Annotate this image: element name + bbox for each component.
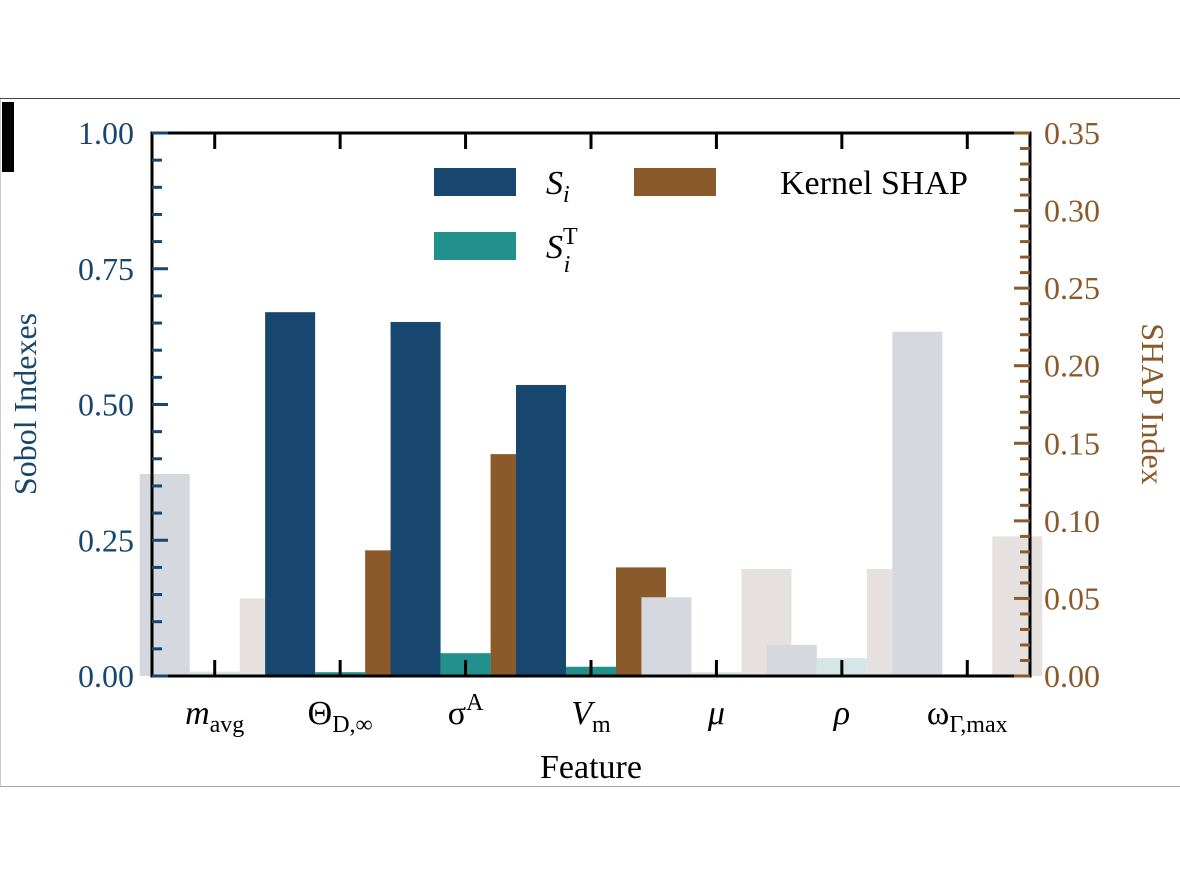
- bar-s-i-3: [516, 384, 566, 676]
- right-tick-label: 0.30: [1044, 193, 1100, 229]
- left-tick-label: 0.75: [78, 251, 134, 287]
- right-tick-label: 0.35: [1044, 115, 1100, 151]
- legend: Si ST i Kernel SHAP: [434, 165, 968, 278]
- black-marker: [2, 102, 14, 172]
- y-axis-title-left: Sobol Indexes: [7, 313, 43, 495]
- bar-s-i-5: [766, 645, 817, 676]
- left-tick-label: 1.00: [78, 115, 134, 151]
- left-tick-label: 0.25: [78, 522, 134, 558]
- x-tick-label: σA: [448, 690, 484, 732]
- legend-swatch-0: [434, 168, 516, 196]
- ticks-group: 0.00 0.25 0.50 0.75 1.00 0.00 0.05 0.10 0.15 0.20…: [78, 115, 1100, 694]
- x-tick-label: ρ: [833, 695, 850, 732]
- bar-s-i-4: [641, 597, 692, 676]
- bar-s-i-6: [892, 331, 943, 676]
- frame-bottom-border: [0, 786, 1180, 787]
- right-tick-label: 0.00: [1044, 658, 1100, 694]
- legend-label-2: Kernel SHAP: [780, 165, 968, 202]
- x-tick-label: Vm: [571, 695, 611, 738]
- bar-s-i-1: [265, 312, 316, 676]
- right-tick-label: 0.15: [1044, 425, 1100, 461]
- legend-swatch-1: [434, 232, 516, 260]
- legend-label-1: ST i: [546, 224, 578, 278]
- legend-swatch-2: [634, 168, 716, 196]
- bars-group: [139, 312, 1043, 676]
- bar-kernel-shap-6: [992, 536, 1043, 676]
- x-tick-label: ΘD,∞: [308, 695, 373, 738]
- bar-s-i-2: [390, 321, 441, 676]
- bar-s-i-0: [139, 474, 190, 676]
- x-tick-labels: mavg ΘD,∞ σA Vm μ ρ ωΓ,max: [185, 690, 1008, 738]
- x-axis-title: Feature: [540, 749, 642, 786]
- right-tick-label: 0.25: [1044, 270, 1100, 306]
- x-tick-label: ωΓ,max: [927, 695, 1008, 738]
- right-tick-label: 0.05: [1044, 580, 1100, 616]
- y-axis-title-right: SHAP Index: [1135, 323, 1171, 484]
- left-tick-label: 0.50: [78, 387, 134, 423]
- frame-top-border: [0, 98, 1180, 99]
- right-tick-label: 0.20: [1044, 348, 1100, 384]
- legend-label-0: Si: [546, 165, 570, 208]
- x-tick-label: mavg: [185, 695, 244, 738]
- right-tick-label: 0.10: [1044, 503, 1100, 539]
- left-tick-label: 0.00: [78, 658, 134, 694]
- x-tick-label: μ: [707, 695, 725, 732]
- frame-left-border: [0, 99, 1, 787]
